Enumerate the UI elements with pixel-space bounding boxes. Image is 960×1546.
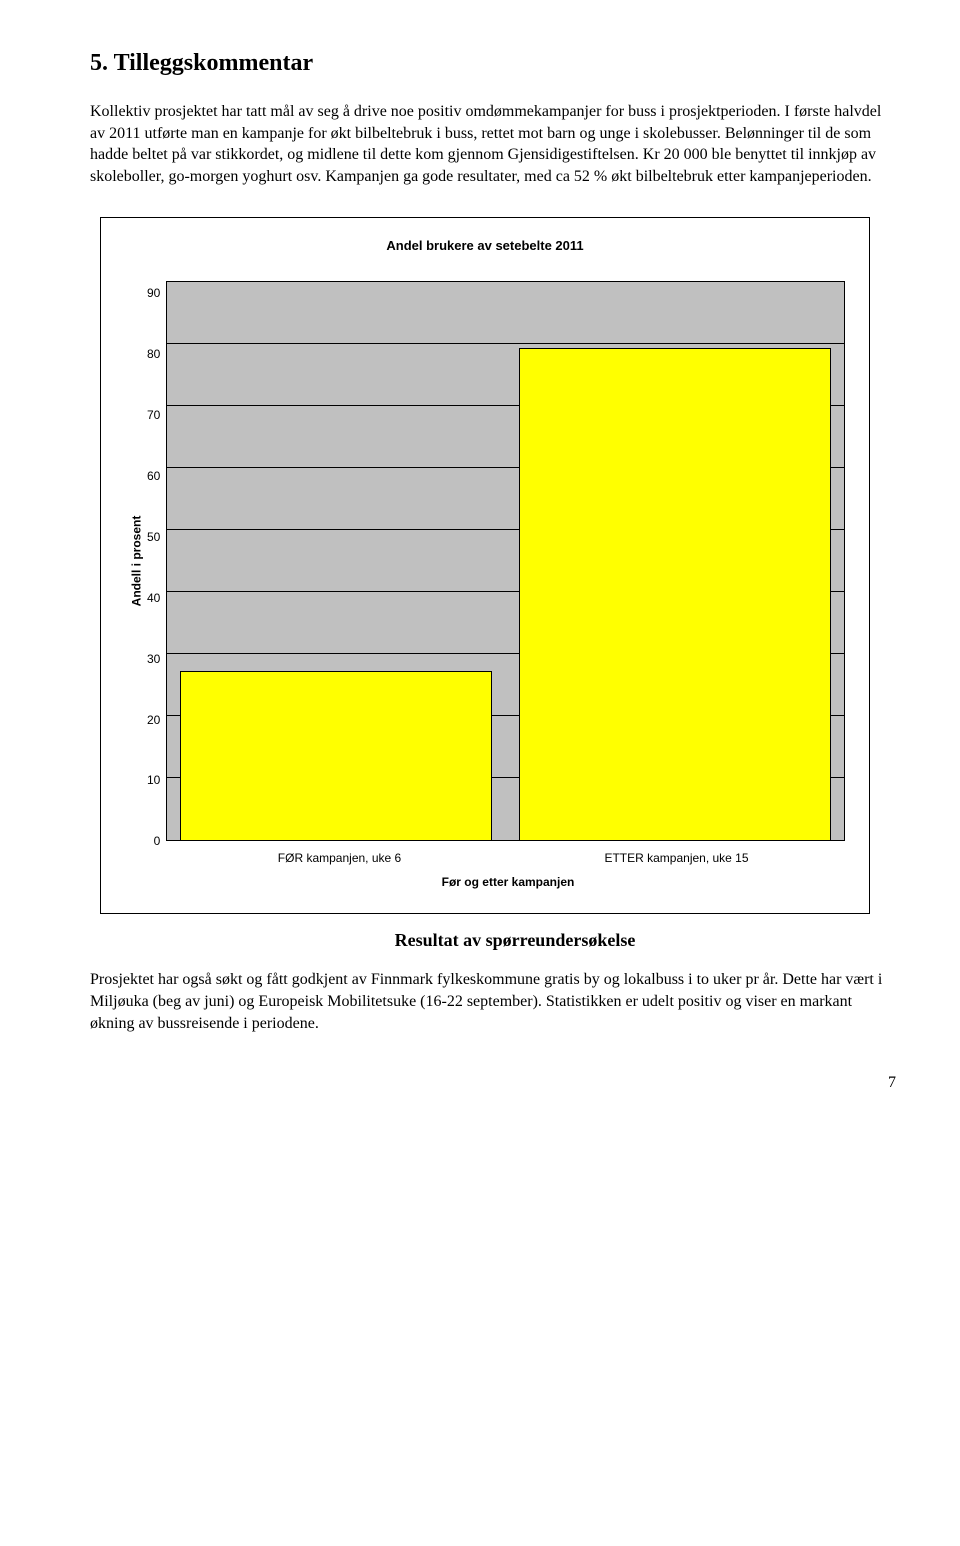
- x-tick: FØR kampanjen, uke 6: [171, 851, 508, 865]
- chart-canvas: Andell i prosent 9080706050403020100: [125, 281, 845, 841]
- page-number: 7: [90, 1074, 900, 1092]
- result-caption: Resultat av spørreundersøkelse: [130, 930, 900, 951]
- section-heading: 5. Tilleggskommentar: [90, 50, 900, 77]
- y-tick: 30: [147, 653, 160, 665]
- x-tick: ETTER kampanjen, uke 15: [508, 851, 845, 865]
- bar: [519, 348, 831, 842]
- paragraph-2: Prosjektet har også søkt og fått godkjen…: [90, 969, 900, 1034]
- y-tick: 50: [147, 531, 160, 543]
- y-tick: 70: [147, 409, 160, 421]
- y-tick: 80: [147, 348, 160, 360]
- y-axis-label: Andell i prosent: [129, 516, 143, 607]
- y-tick: 20: [147, 714, 160, 726]
- y-tick: 0: [147, 835, 160, 847]
- chart-container: Andel brukere av setebelte 2011 Andell i…: [100, 217, 870, 914]
- bar-slot: [166, 281, 505, 841]
- paragraph-1: Kollektiv prosjektet har tatt mål av seg…: [90, 101, 900, 187]
- y-tick: 10: [147, 774, 160, 786]
- y-axis-label-wrap: Andell i prosent: [125, 281, 147, 841]
- bars-layer: [166, 281, 845, 841]
- y-tick: 90: [147, 287, 160, 299]
- y-tick: 60: [147, 470, 160, 482]
- x-axis-label: Før og etter kampanjen: [171, 875, 845, 889]
- y-axis-ticks: 9080706050403020100: [147, 281, 166, 841]
- chart-title: Andel brukere av setebelte 2011: [125, 238, 845, 253]
- x-axis-ticks: FØR kampanjen, uke 6ETTER kampanjen, uke…: [171, 851, 845, 865]
- bar-slot: [506, 281, 845, 841]
- y-tick: 40: [147, 592, 160, 604]
- bar: [180, 671, 492, 841]
- plot-area: [166, 281, 845, 841]
